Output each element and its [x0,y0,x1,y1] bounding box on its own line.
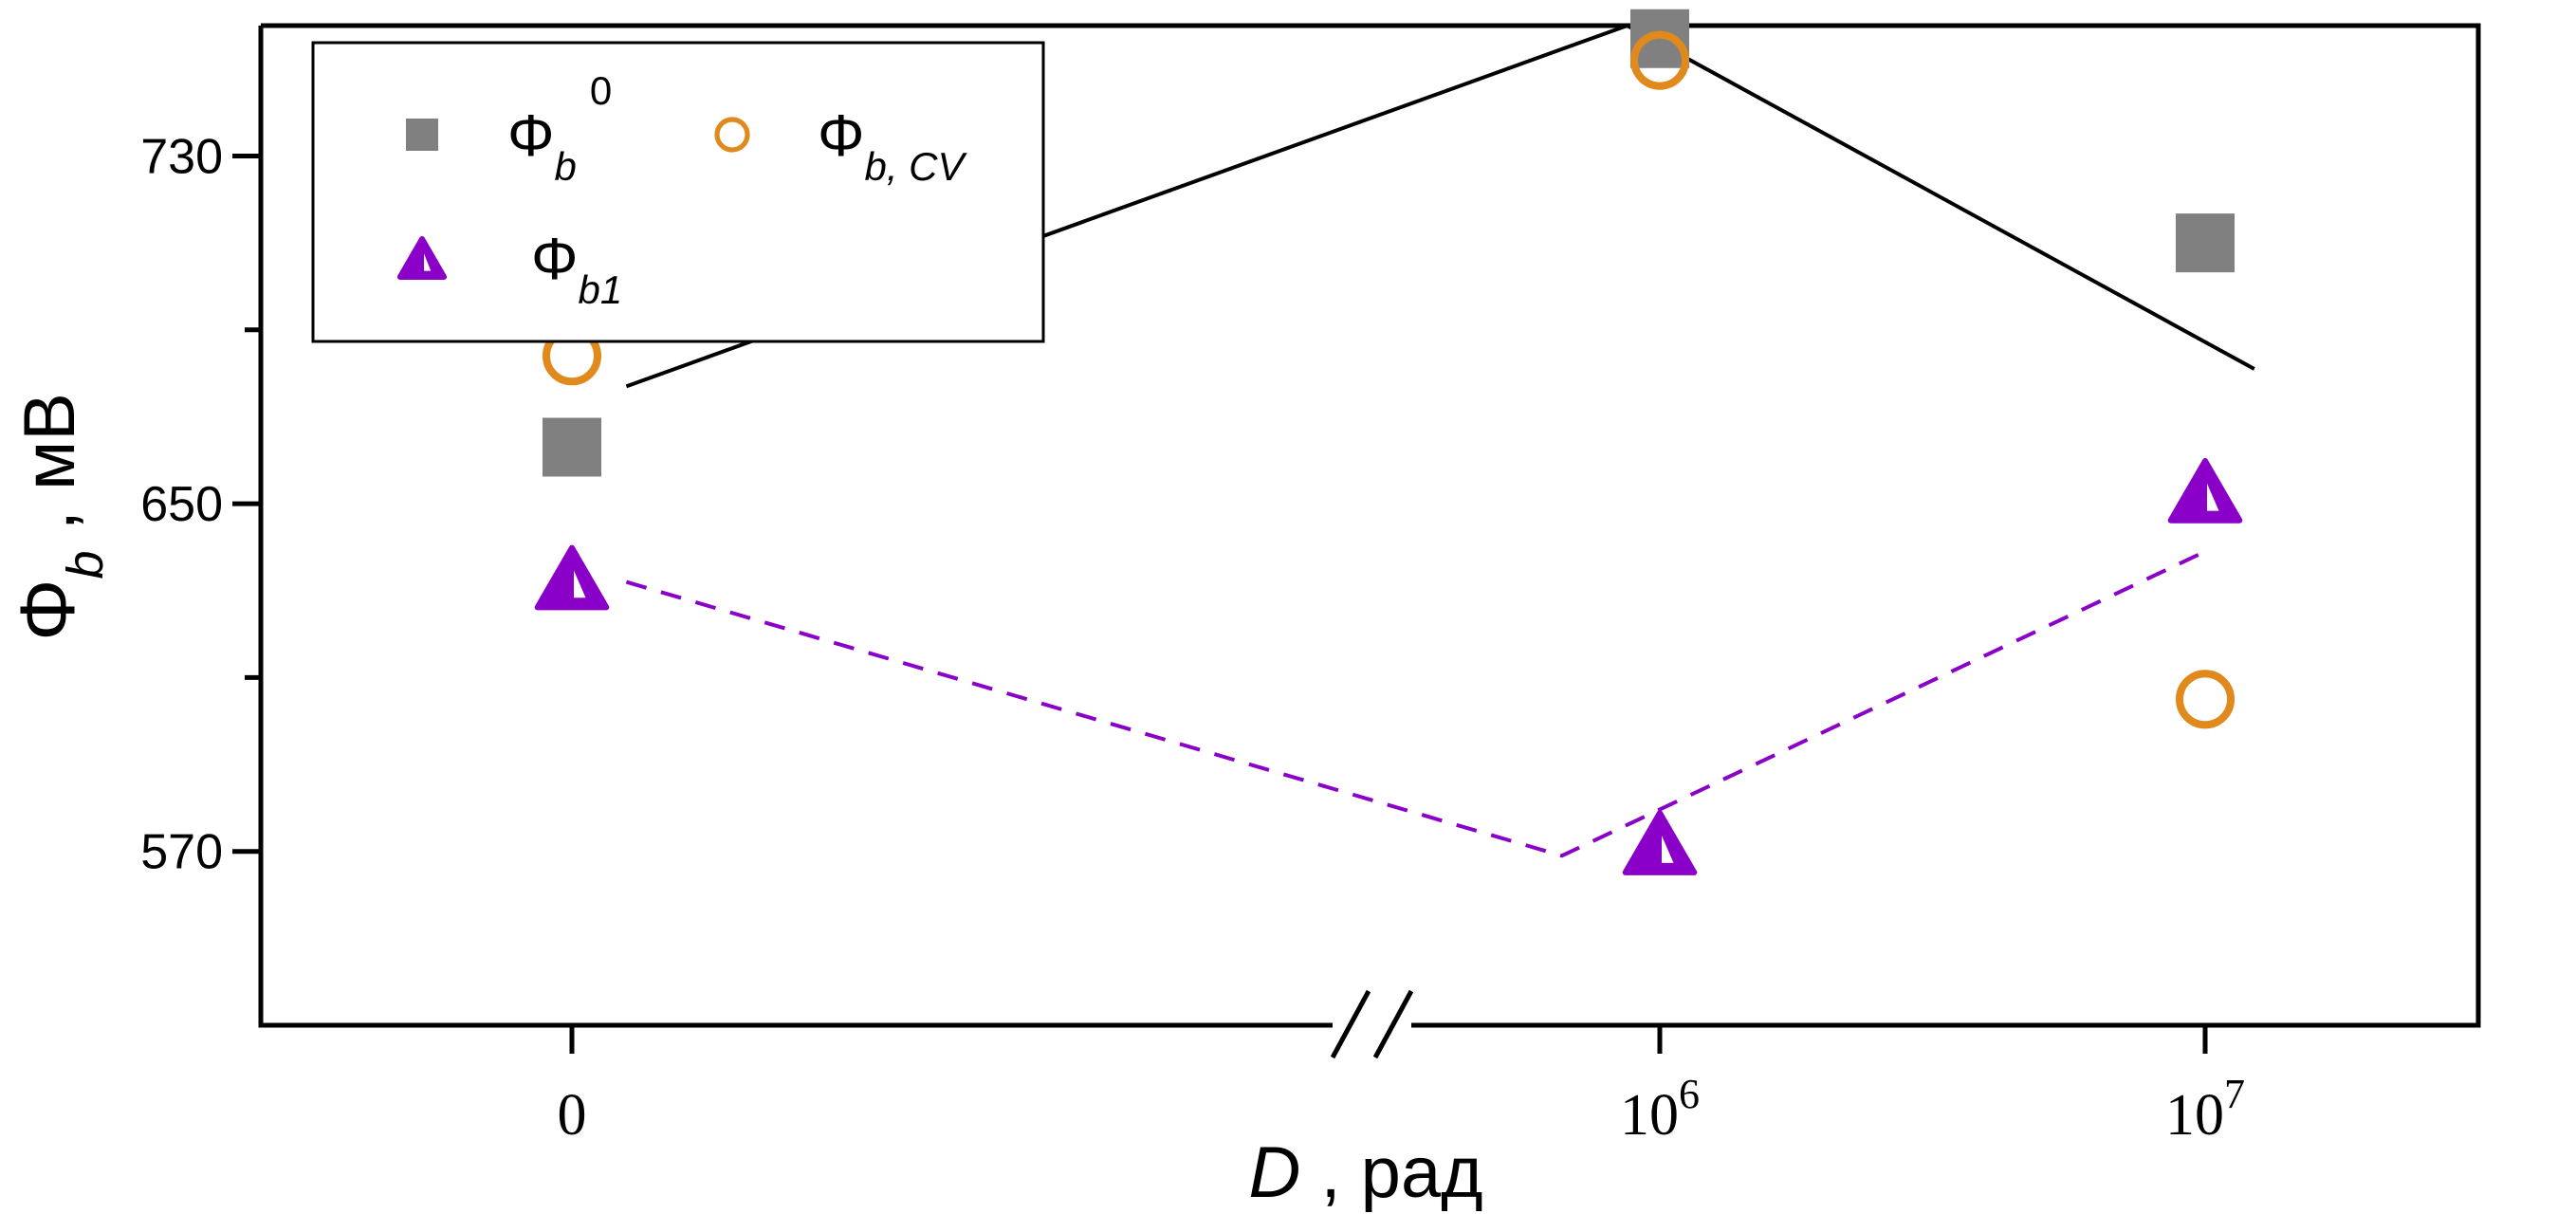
x-tick-base: 10 [1620,1083,1679,1148]
legend-subscript: b, CV [864,144,967,189]
dashed-guide-line [625,549,2206,858]
legend-symbol: Φ [507,103,554,169]
data-points [534,9,2243,875]
legend-marker [406,119,438,151]
data-point-series-3 [534,544,610,611]
x-tick-exponent: 6 [1679,1071,1700,1117]
legend-box [311,41,1045,343]
y-axis-unit: , мВ [9,393,90,550]
legend-marker [714,117,750,153]
legend-subscript: b [554,144,576,189]
data-point-series-2 [2175,670,2236,729]
data-point-series-1 [1630,9,1689,68]
triangle-body [396,236,448,280]
plot-border [258,23,2481,1028]
axis-titles: D , рад Φb , мВ [5,393,1483,1213]
x-tick-label: 0 [558,1083,587,1148]
x-tick-label: 106 [1620,1071,1700,1148]
y-tick-label: 730 [140,129,223,184]
legend-superscript: 0 [590,68,612,113]
triangle-highlight [2207,483,2219,511]
y-axis: 570 650 730 [140,129,261,880]
y-axis-symbol: Φ [5,579,91,640]
legend-marker [396,236,448,280]
data-point-series-2 [1629,30,1690,90]
triangle-highlight [1662,836,1674,863]
x-axis: 0 106 107 [558,1025,2245,1148]
data-point-series-1 [2176,213,2235,273]
triangle-body [1622,810,1698,875]
x-tick-exponent: 7 [2224,1071,2245,1117]
triangle-highlight [574,570,586,598]
triangle-body [534,544,610,611]
x-tick-label: 107 [2165,1071,2245,1148]
x-axis-unit: , рад [1300,1132,1482,1213]
legend-subscript: b1 [578,267,622,312]
triangle-body [2167,457,2243,524]
x-tick-base: 10 [2165,1083,2224,1148]
x-axis-title: D , рад [1248,1132,1482,1213]
x-axis-symbol: D [1248,1132,1300,1213]
data-point-series-3 [2167,457,2243,524]
legend-symbol: Φ [818,103,864,169]
data-point-series-1 [543,417,601,477]
legend-label: Φb0 [507,68,612,189]
plot-frame [258,23,2481,1059]
legend-label: Φb, CV [818,103,967,189]
y-tick-label: 650 [140,477,223,532]
axis-break-mark [1372,989,1414,1059]
x-tick-base: 0 [558,1083,587,1148]
triangle-highlight [424,253,432,271]
axis-break-mark [1330,989,1371,1059]
legend-label: Φb1 [531,227,622,312]
y-tick-label: 570 [140,825,223,880]
legend-symbol: Φ [531,227,578,292]
data-point-series-3 [1622,810,1698,875]
y-axis-subscript: b [57,550,114,579]
y-axis-title: Φb , мВ [5,393,114,641]
